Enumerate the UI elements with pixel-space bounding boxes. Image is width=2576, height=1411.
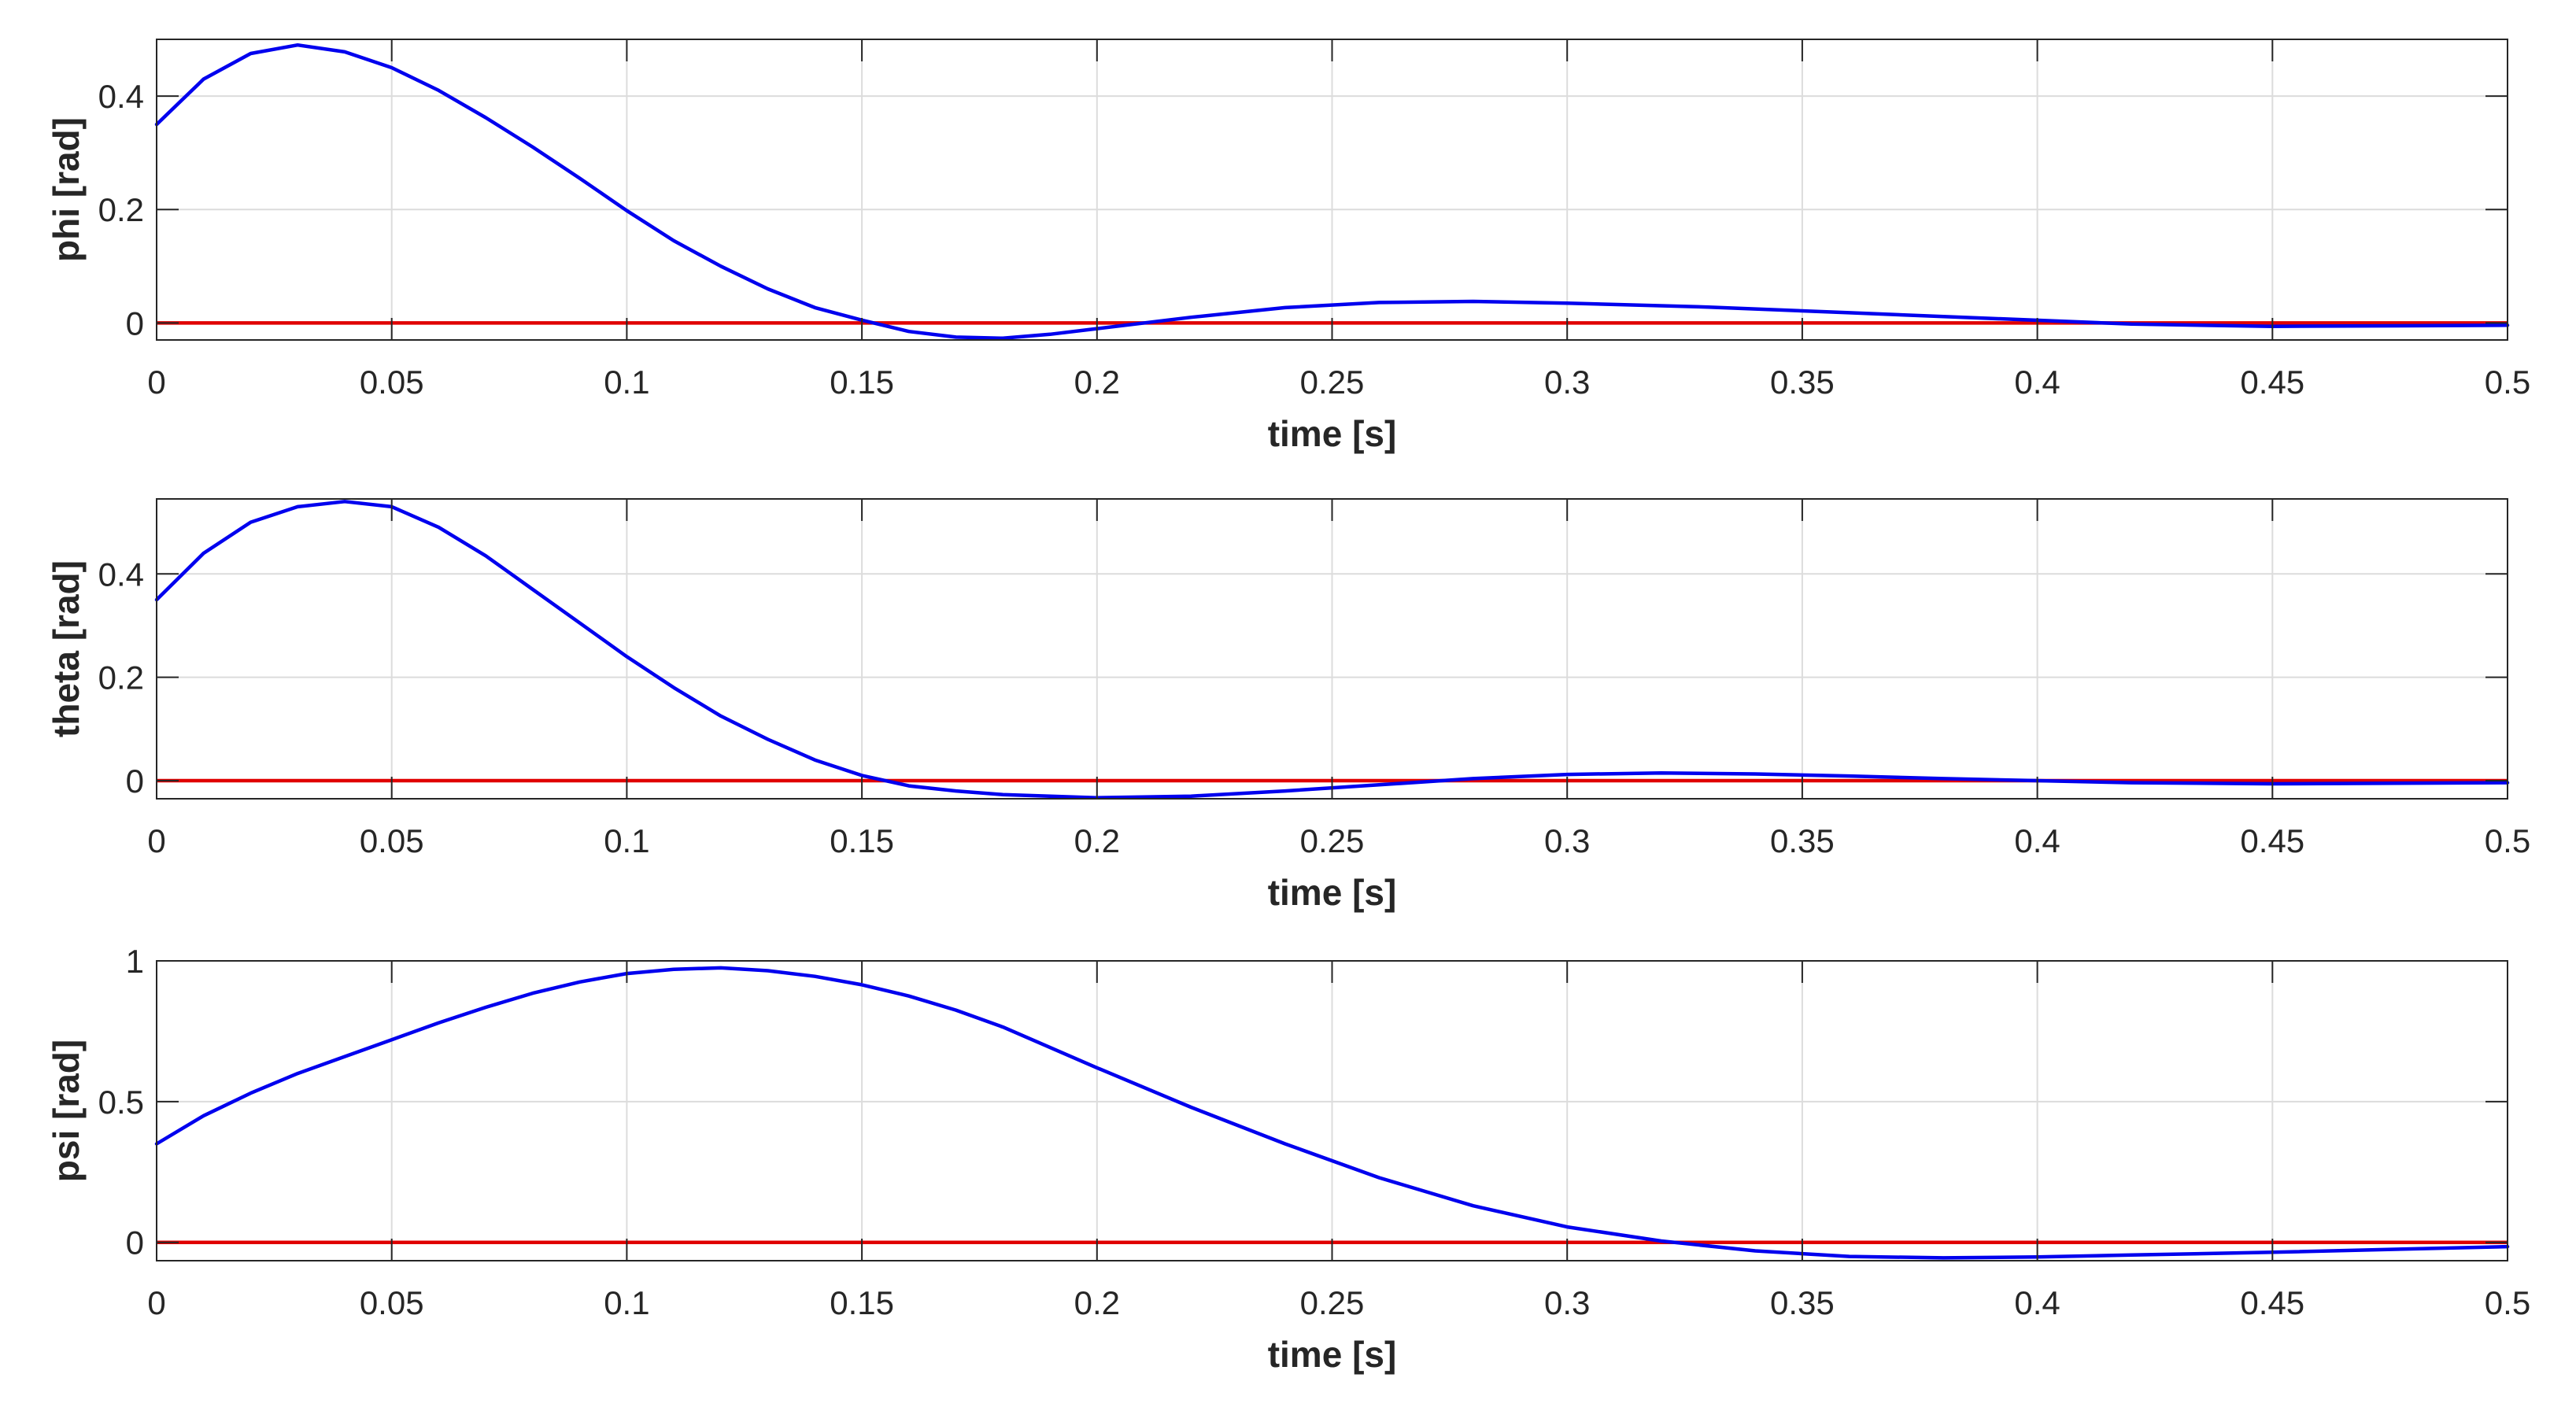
ytick-label-phi: 0.4 xyxy=(98,78,144,115)
ytick-label-theta: 0.2 xyxy=(98,659,144,696)
xtick-label-psi: 0.25 xyxy=(1300,1284,1365,1321)
xtick-label-phi: 0.2 xyxy=(1074,364,1120,401)
ylabel-psi: psi [rad] xyxy=(46,1040,87,1182)
subplot-phi: 0 0.05 0.1 0.15 0.2 0.25 0.3 0.35 0.4 0.45 0.5 0 0.2… xyxy=(46,39,2530,454)
xtick-label-theta: 0.1 xyxy=(604,822,649,859)
xtick-label-theta: 0.5 xyxy=(2485,822,2530,859)
xtick-label-phi: 0.1 xyxy=(604,364,649,401)
ylabel-theta: theta [rad] xyxy=(46,560,87,737)
xtick-label-theta: 0.4 xyxy=(2014,822,2060,859)
xtick-label-theta: 0.45 xyxy=(2240,822,2304,859)
ytick-label-psi: 0.5 xyxy=(98,1084,144,1121)
xtick-label-phi: 0.05 xyxy=(360,364,424,401)
xtick-label-phi: 0.35 xyxy=(1770,364,1835,401)
xtick-label-theta: 0.35 xyxy=(1770,822,1835,859)
xtick-label-psi: 0.3 xyxy=(1544,1284,1590,1321)
xlabel-psi: time [s] xyxy=(1268,1334,1397,1375)
xtick-label-psi: 0 xyxy=(147,1284,165,1321)
ytick-label-phi: 0 xyxy=(126,305,144,342)
plot-layer-phi: 0 0.05 0.1 0.15 0.2 0.25 0.3 0.35 0.4 0.45 0.5 0 0.2… xyxy=(98,39,2530,401)
ylabel-phi: phi [rad] xyxy=(46,117,87,262)
xtick-label-psi: 0.5 xyxy=(2485,1284,2530,1321)
xtick-label-psi: 0.15 xyxy=(830,1284,894,1321)
xtick-label-psi: 0.35 xyxy=(1770,1284,1835,1321)
ytick-label-phi: 0.2 xyxy=(98,191,144,228)
ytick-label-psi: 1 xyxy=(126,943,144,980)
xtick-label-theta: 0 xyxy=(147,822,165,859)
xtick-label-psi: 0.45 xyxy=(2240,1284,2304,1321)
ytick-label-theta: 0.4 xyxy=(98,556,144,593)
series-line-theta xyxy=(154,500,2510,800)
xtick-label-theta: 0.25 xyxy=(1300,822,1365,859)
ytick-label-theta: 0 xyxy=(126,763,144,800)
plot-layer-psi: 0 0.05 0.1 0.15 0.2 0.25 0.3 0.35 0.4 0.45 0.5 0 0.5… xyxy=(98,943,2531,1321)
ytick-label-psi: 0 xyxy=(126,1224,144,1261)
subplot-psi: 0 0.05 0.1 0.15 0.2 0.25 0.3 0.35 0.4 0.45 0.5 0 0.5… xyxy=(46,943,2530,1375)
xtick-label-phi: 0.4 xyxy=(2014,364,2060,401)
xtick-label-psi: 0.2 xyxy=(1074,1284,1120,1321)
xtick-label-phi: 0 xyxy=(147,364,165,401)
xtick-label-theta: 0.3 xyxy=(1544,822,1590,859)
xlabel-phi: time [s] xyxy=(1268,413,1397,454)
xtick-label-phi: 0.3 xyxy=(1544,364,1590,401)
xtick-label-psi: 0.05 xyxy=(360,1284,424,1321)
xtick-label-phi: 0.45 xyxy=(2240,364,2304,401)
subplot-theta: 0 0.05 0.1 0.15 0.2 0.25 0.3 0.35 0.4 0.45 0.5 0 0.2… xyxy=(46,498,2530,913)
xtick-label-theta: 0.2 xyxy=(1074,822,1120,859)
xtick-label-phi: 0.15 xyxy=(830,364,894,401)
xtick-label-theta: 0.05 xyxy=(360,822,424,859)
series-line-phi xyxy=(154,42,2510,341)
xtick-label-psi: 0.4 xyxy=(2014,1284,2060,1321)
xtick-label-theta: 0.15 xyxy=(830,822,894,859)
xtick-label-psi: 0.1 xyxy=(604,1284,649,1321)
xlabel-theta: time [s] xyxy=(1268,872,1397,913)
plot-layer-theta: 0 0.05 0.1 0.15 0.2 0.25 0.3 0.35 0.4 0.45 0.5 0 0.2… xyxy=(98,498,2530,859)
series-line-psi xyxy=(154,966,2510,1260)
xtick-label-phi: 0.5 xyxy=(2485,364,2530,401)
xtick-label-phi: 0.25 xyxy=(1300,364,1365,401)
